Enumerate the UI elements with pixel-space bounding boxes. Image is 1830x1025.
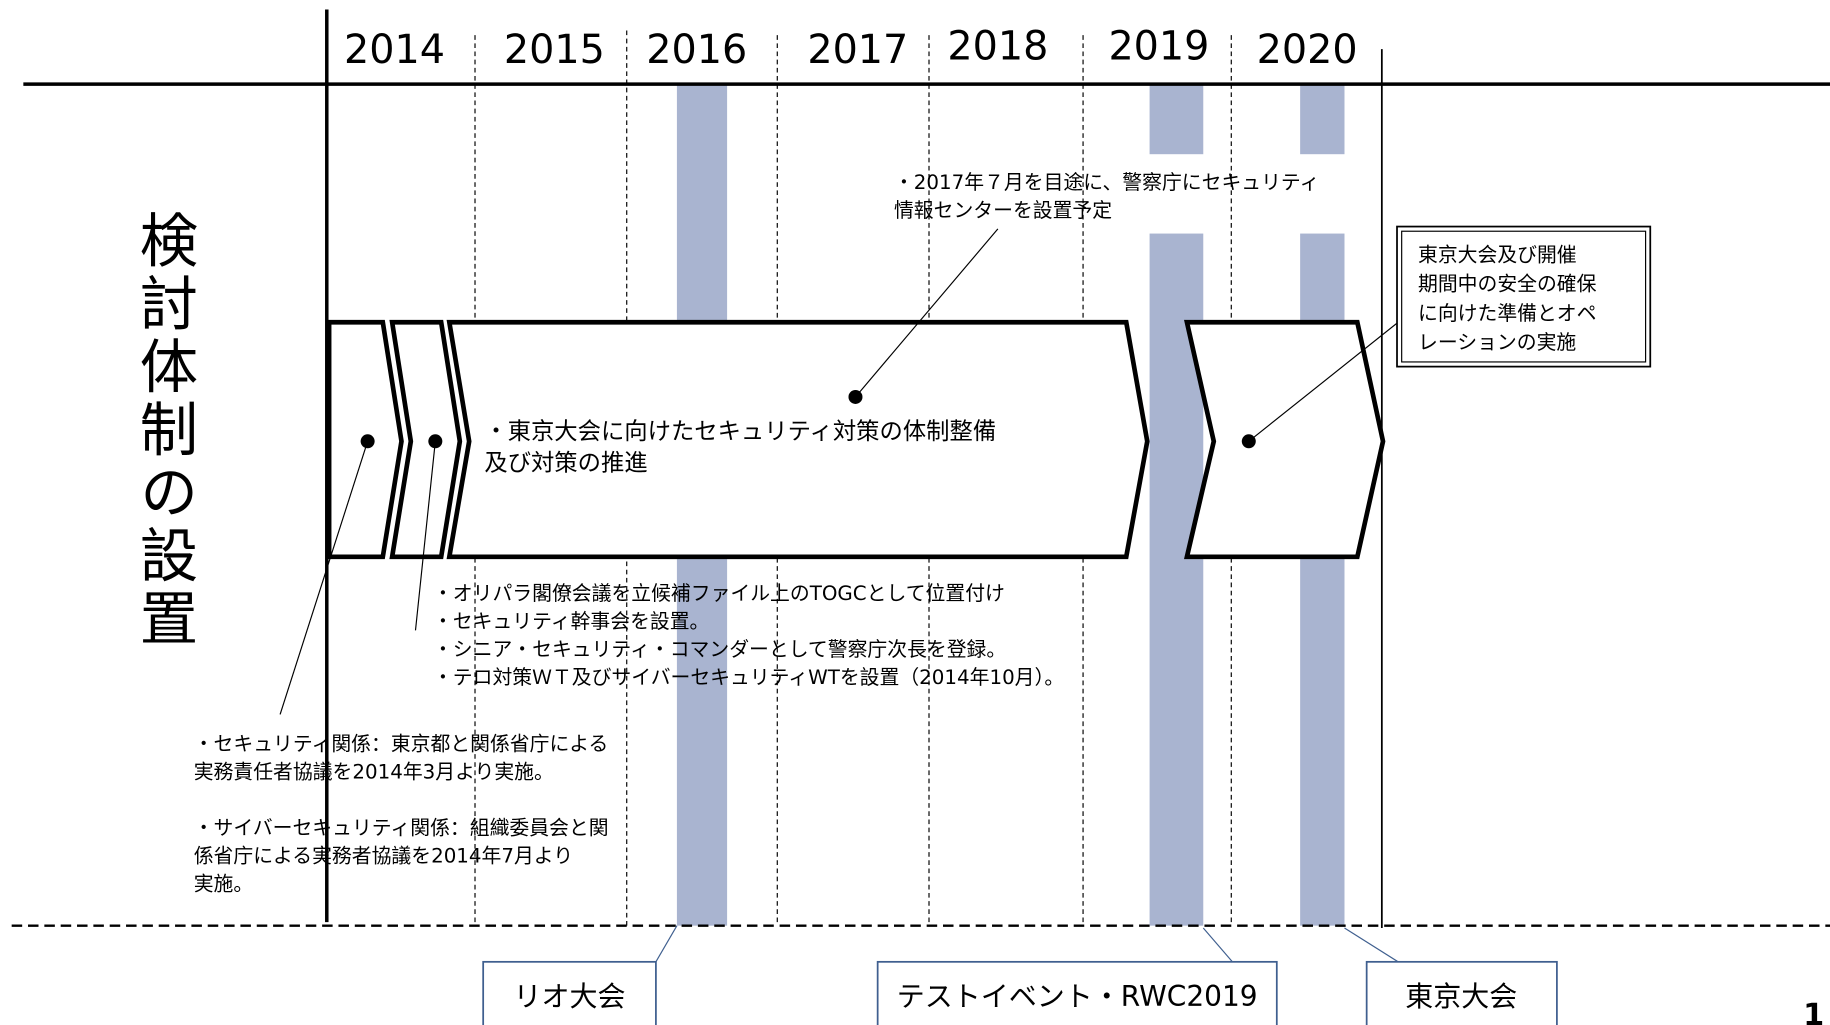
year-label: 2019 xyxy=(1108,24,1209,70)
main-note: ・東京大会に向けたセキュリティ対策の体制整備 xyxy=(484,417,996,445)
year-label: 2017 xyxy=(807,27,908,73)
right-box-inner xyxy=(1401,230,1647,363)
page-number: 1 xyxy=(1803,998,1824,1025)
middle-note: ・オリパラ閣僚会議を立候補ファイル上のTOGCとして位置付け xyxy=(433,582,1005,605)
left-note: 実施。 xyxy=(194,873,253,896)
side-label: 検討体制の設置 xyxy=(129,210,197,651)
middle-note: ・セキュリティ幹事会を設置。 xyxy=(433,610,709,633)
middle-note: ・シニア・セキュリティ・コマンダーとして警察庁次長を登録。 xyxy=(433,638,1006,661)
right-box-text: 期間中の安全の確保 xyxy=(1418,273,1597,296)
main-note: 及び対策の推進 xyxy=(484,448,647,476)
middle-note: ・テロ対策ＷＴ及びサイバーセキュリティWTを設置（2014年10月）。 xyxy=(433,666,1064,689)
left-note: 実務責任者協議を2014年3月より実施。 xyxy=(194,761,554,784)
top-note: 情報センターを設置予定 xyxy=(894,199,1112,222)
right-box xyxy=(1396,225,1652,368)
dots xyxy=(360,389,1256,449)
top-note: ・2017年７月を目途に、警察庁にセキュリティ xyxy=(894,171,1319,194)
right-box-text: に向けた準備とオペ xyxy=(1418,302,1596,325)
year-label: 2014 xyxy=(344,27,445,73)
right-box-text: レーションの実施 xyxy=(1418,331,1576,354)
year-label: 2018 xyxy=(947,24,1048,70)
event-label: リオ大会 xyxy=(514,980,626,1013)
event-boxes xyxy=(482,960,1558,1025)
year-label: 2020 xyxy=(1257,27,1358,73)
event-label: 東京大会 xyxy=(1405,980,1517,1013)
leaders xyxy=(279,228,1399,963)
event-bands xyxy=(676,84,1345,926)
event-label: テストイベント・RWC2019 xyxy=(897,980,1258,1013)
left-note: ・セキュリティ関係：東京都と関係省庁による xyxy=(194,733,609,756)
left-note: 係省庁による実務者協議を2014年7月より xyxy=(194,845,573,868)
left-note: ・サイバーセキュリティ関係：組織委員会と関 xyxy=(194,817,609,840)
year-label: 2015 xyxy=(504,27,605,73)
year-label: 2016 xyxy=(646,27,747,73)
right-box-text: 東京大会及び開催 xyxy=(1418,244,1577,267)
